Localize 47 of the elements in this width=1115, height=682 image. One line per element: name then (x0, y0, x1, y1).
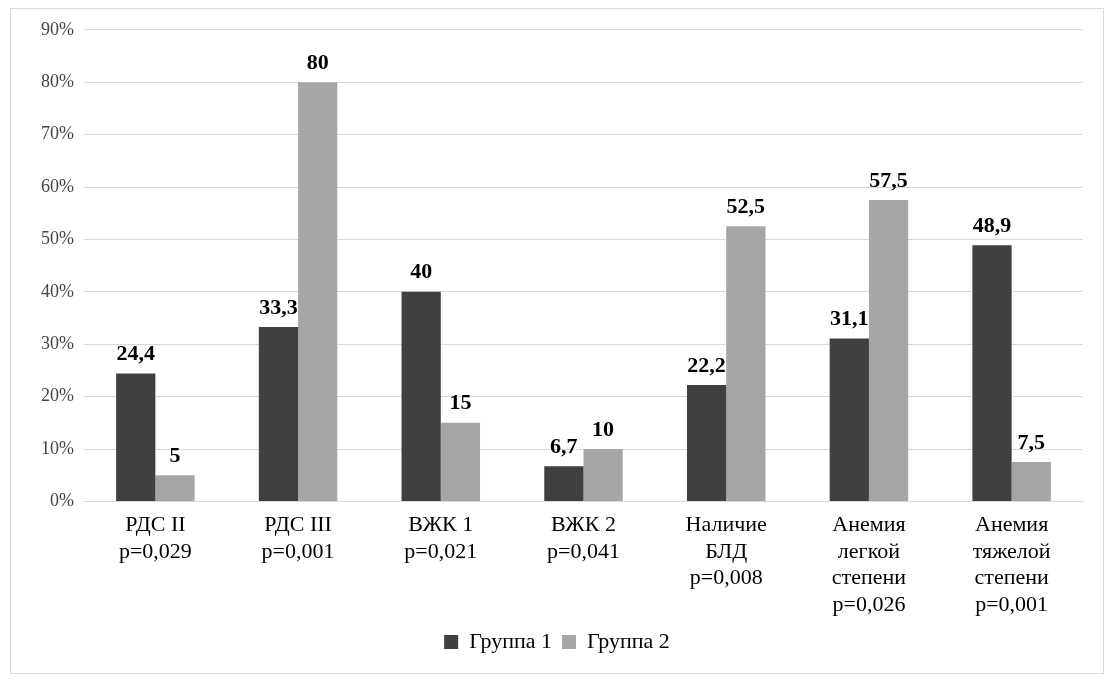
legend-label: Группа 1 (469, 627, 552, 653)
bar (544, 466, 584, 501)
y-tick-label: 90% (40, 18, 74, 39)
bar (829, 338, 869, 501)
bar (401, 291, 441, 501)
data-label: 7,5 (1017, 428, 1046, 454)
data-label: 24,4 (116, 340, 155, 366)
bar (726, 226, 766, 501)
x-tick-label: ВЖК 2 p=0,041 (547, 511, 620, 563)
bar (258, 326, 299, 501)
bar (686, 385, 727, 501)
x-tick-label: ВЖК 1 p=0,021 (404, 511, 478, 563)
y-tick-label: 30% (40, 332, 74, 353)
y-tick-label: 40% (40, 280, 74, 301)
x-tick-label: Анемия легкой степени p=0,026 (831, 511, 907, 616)
y-tick-label: 10% (40, 437, 74, 458)
bar (298, 82, 338, 501)
data-label: 80 (306, 48, 329, 74)
data-label: 33,3 (259, 293, 298, 319)
y-tick-label: 0% (49, 490, 74, 511)
bar (155, 475, 195, 501)
data-label: 48,9 (972, 211, 1012, 237)
data-label: 52,5 (726, 192, 766, 218)
data-label: 57,5 (869, 166, 908, 192)
x-tick-label: Наличие БЛД p=0,008 (685, 511, 767, 590)
data-label: 5 (169, 441, 181, 467)
x-tick-label: Анемия тяжелой степени p=0,001 (972, 511, 1051, 616)
y-tick-label: 80% (40, 70, 74, 91)
y-tick-label: 70% (40, 123, 74, 144)
bar (116, 373, 156, 501)
bar (972, 245, 1012, 501)
bar (868, 200, 909, 501)
y-tick-label: 20% (40, 385, 74, 406)
data-label: 15 (449, 389, 472, 415)
bar (1011, 462, 1051, 501)
data-label: 22,2 (687, 351, 726, 377)
data-label: 10 (592, 415, 615, 441)
data-label: 40 (410, 258, 433, 284)
x-tick-label: РДС II p=0,029 (118, 511, 192, 563)
y-tick-label: 60% (40, 175, 74, 196)
x-tick-label: РДС III p=0,001 (261, 511, 335, 563)
bar (440, 422, 481, 501)
y-tick-label: 50% (40, 228, 74, 249)
legend-label: Группа 2 (587, 627, 670, 653)
bar (583, 449, 623, 501)
data-label: 31,1 (830, 305, 869, 331)
data-label: 6,7 (550, 432, 578, 458)
